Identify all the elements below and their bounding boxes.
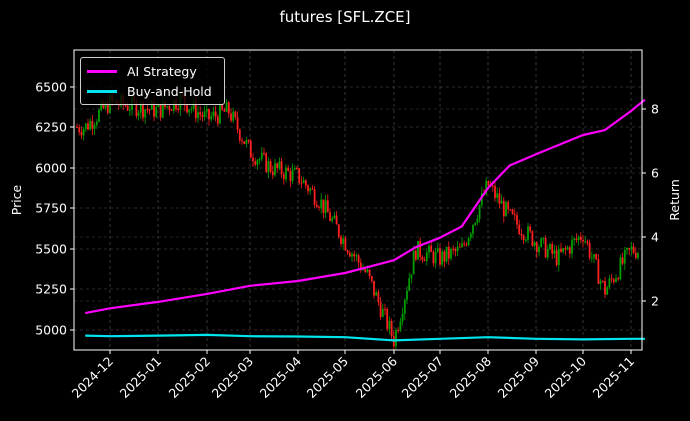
x-tick-label: 2025-07	[399, 354, 447, 402]
y-axis-right: 8 6 4 2	[642, 102, 659, 309]
x-tick-label: 2025-08	[447, 353, 495, 401]
y-left-tick-label: 5750	[35, 201, 67, 216]
x-tick-label: 2025-01	[117, 354, 165, 402]
legend-item-buy-and-hold: Buy-and-Hold	[87, 81, 212, 101]
x-tick-label: 2024-12	[69, 354, 117, 402]
y-axis-left: 6500 6250 6000 5750 5500 5250 5000	[35, 80, 74, 338]
y-left-tick-label: 6000	[35, 161, 67, 176]
candlestick-series	[76, 90, 639, 351]
x-tick-label: 2025-02	[166, 354, 214, 402]
y-axis-left-label: Price	[9, 184, 24, 215]
y-left-tick-label: 5000	[35, 323, 67, 338]
legend-item-ai-strategy: AI Strategy	[87, 61, 197, 81]
y-left-tick-label: 6500	[35, 80, 67, 95]
buy-and-hold-line	[85, 333, 645, 342]
x-tick-label: 2025-03	[209, 354, 257, 402]
ai-strategy-line	[84, 98, 646, 315]
y-right-tick-label: 4	[651, 230, 659, 245]
x-tick-label: 2025-09	[495, 353, 543, 401]
plot-frame	[73, 49, 643, 351]
x-tick-label: 2025-10	[542, 353, 590, 401]
y-left-tick-label: 5250	[35, 282, 67, 297]
x-tick-label: 2025-06	[353, 353, 401, 401]
grid-lines	[74, 50, 642, 350]
legend-swatch-ai-strategy	[87, 69, 117, 73]
y-left-tick-label: 5500	[35, 242, 67, 257]
x-tick-label: 2025-05	[304, 354, 352, 402]
legend-swatch-buy-and-hold	[87, 89, 117, 93]
y-axis-right-label: Return	[667, 179, 682, 220]
legend-label-buy-and-hold: Buy-and-Hold	[127, 83, 212, 99]
chart-title: futures [SFL.ZCE]	[279, 8, 411, 26]
y-left-tick-label: 6250	[35, 120, 67, 135]
y-right-tick-label: 2	[651, 294, 659, 309]
y-right-tick-label: 6	[651, 166, 659, 181]
legend: AI Strategy Buy-and-Hold	[80, 57, 225, 105]
x-tick-label: 2025-04	[257, 353, 305, 401]
x-tick-label: 2025-11	[590, 354, 638, 402]
y-right-tick-label: 8	[651, 102, 659, 117]
legend-label-ai-strategy: AI Strategy	[127, 63, 197, 79]
